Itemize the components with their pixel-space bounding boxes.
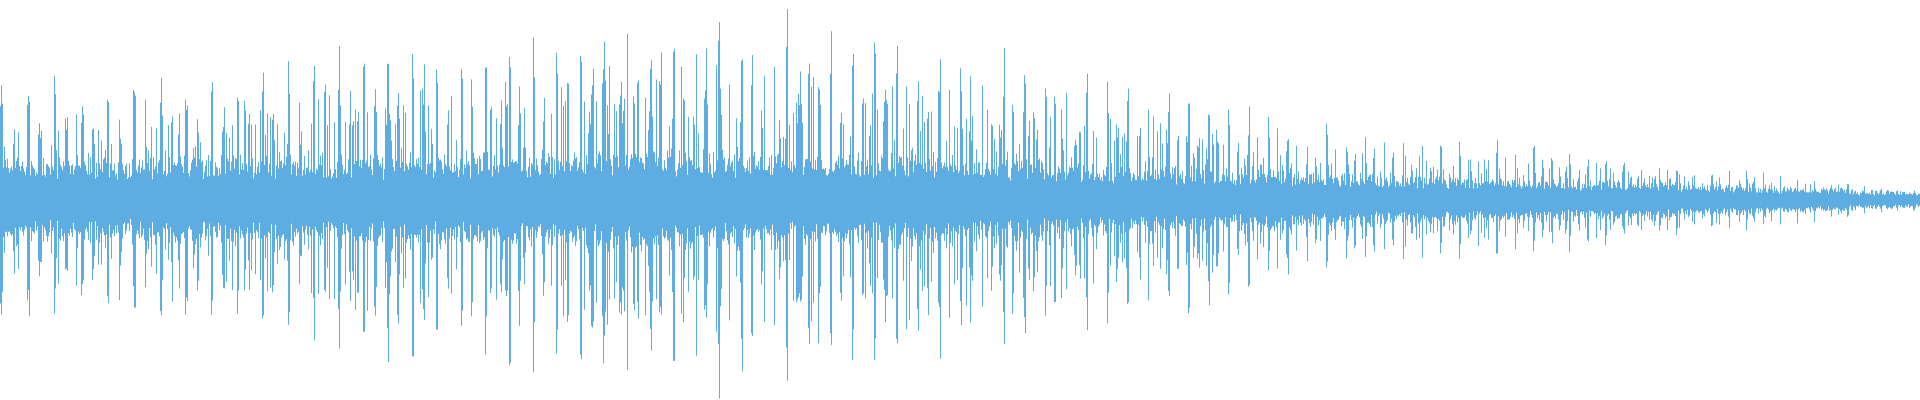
waveform-trace (0, 9, 1920, 399)
